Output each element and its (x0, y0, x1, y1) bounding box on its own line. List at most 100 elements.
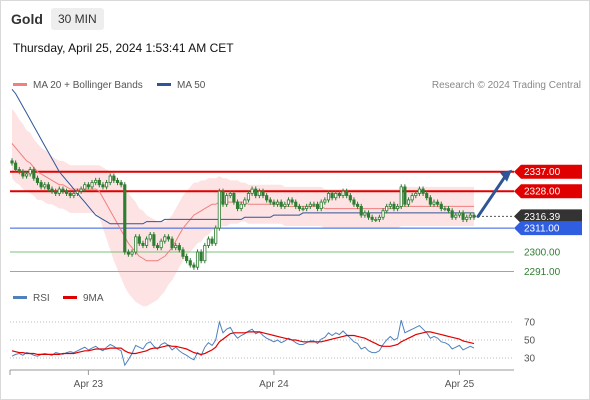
candle (454, 212, 458, 220)
candle-body (235, 201, 240, 209)
candle (64, 188, 69, 197)
candle-body (254, 188, 258, 196)
candle (301, 205, 305, 212)
candle-body (123, 184, 127, 253)
candle (115, 177, 120, 186)
last-price-label: 2316.39 (524, 212, 561, 223)
credit-text: Research © 2024 Trading Central (431, 80, 581, 91)
candle (468, 212, 472, 220)
candle-body (461, 212, 465, 220)
candle-body (348, 195, 352, 201)
resistance-2-tag-bg (514, 164, 582, 179)
rsi-line (11, 320, 475, 367)
candle (50, 186, 54, 194)
candle (370, 214, 374, 223)
resistance-1-tag-bg (514, 184, 582, 199)
candle-body (301, 208, 305, 211)
candle-body (43, 184, 47, 188)
candle-body (108, 175, 112, 183)
candle-body (381, 210, 385, 218)
candle-body (214, 227, 218, 244)
timeframe-button[interactable]: 30 MIN (51, 8, 104, 30)
candle-body (465, 216, 469, 220)
candle (436, 199, 440, 207)
candle-body (312, 203, 316, 206)
candle-body (79, 188, 83, 192)
candle (341, 188, 345, 199)
candle-body (28, 169, 32, 175)
candle-body (64, 190, 69, 194)
candle (439, 201, 443, 212)
candle (352, 197, 356, 207)
candle-body (392, 203, 396, 209)
candle (203, 242, 207, 264)
candle (272, 199, 276, 207)
candle (148, 232, 152, 242)
candle-body (439, 203, 443, 209)
pivot-tag-bg (514, 221, 582, 236)
candle-body (225, 195, 229, 205)
candle (417, 186, 422, 197)
candle (217, 188, 221, 231)
candle (330, 190, 334, 201)
candle-body (119, 182, 123, 186)
candle-body (257, 190, 261, 196)
candle-body (286, 199, 291, 205)
candle-body (275, 201, 280, 205)
candle-body (10, 160, 14, 164)
candle-body (341, 190, 345, 196)
candle (192, 262, 196, 270)
candle (112, 173, 116, 183)
candle (312, 201, 316, 207)
candle-body (425, 193, 429, 199)
candle-body (450, 210, 454, 218)
candle (214, 225, 218, 246)
candle (239, 201, 243, 212)
candle-body (446, 208, 451, 212)
candle-body (326, 193, 331, 201)
candle (246, 190, 251, 203)
candle-body (75, 190, 80, 194)
candle (134, 234, 138, 255)
candle-body (352, 199, 356, 205)
candle (235, 199, 240, 212)
candle (72, 190, 76, 199)
candle-body (115, 179, 120, 183)
candle (392, 201, 396, 212)
candle (174, 242, 178, 251)
candle-body (57, 188, 61, 194)
candle-body (39, 182, 43, 188)
candle (294, 199, 298, 210)
support-1-label: 2300.00 (524, 248, 561, 259)
candle (145, 236, 149, 249)
candle (199, 249, 203, 264)
candle (195, 249, 200, 270)
candle (24, 171, 29, 179)
candle-body (243, 199, 247, 205)
candle (356, 201, 360, 210)
candle (185, 253, 189, 264)
candle (21, 169, 25, 179)
candle (90, 179, 94, 190)
candle-body (46, 184, 50, 190)
candle (225, 192, 229, 207)
candle-body (294, 201, 298, 207)
candle-body (421, 188, 425, 194)
candle (366, 210, 371, 220)
candle-body (14, 162, 18, 170)
candle-body (199, 251, 203, 262)
candle-body (457, 212, 462, 216)
candle-body (166, 236, 170, 240)
candle-body (228, 193, 232, 196)
candle (170, 236, 174, 251)
x-tick-label: Apr 23 (74, 379, 104, 390)
last-price-tag-bg (514, 209, 582, 224)
candle (377, 214, 381, 223)
candle (261, 188, 265, 199)
candle (101, 182, 105, 190)
candle-body (163, 236, 167, 242)
candle-body (61, 188, 65, 192)
candle-body (417, 188, 422, 194)
candle-body (472, 214, 476, 218)
support-2-label: 2291.00 (524, 267, 561, 278)
